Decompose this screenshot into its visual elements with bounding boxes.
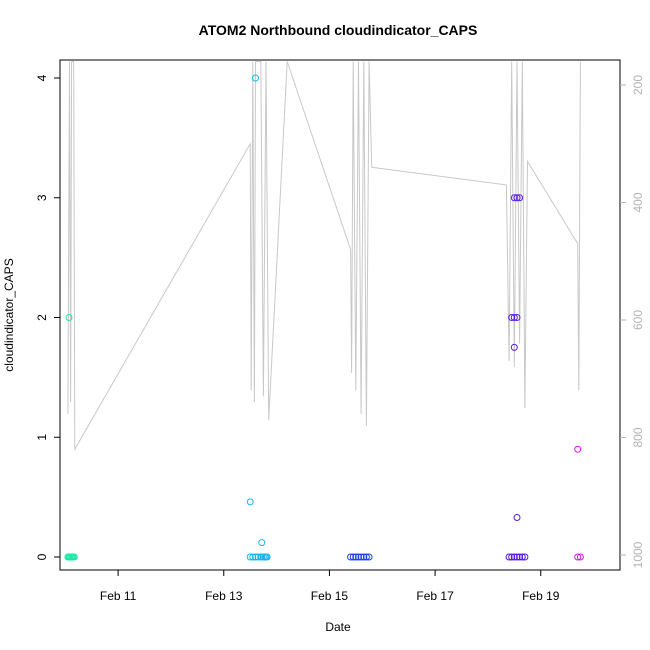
y2-axis: 200 400 600 800 1000 xyxy=(620,75,645,568)
data-point xyxy=(510,314,518,321)
x-tick-label: Feb 15 xyxy=(311,589,349,603)
data-point xyxy=(246,553,254,561)
data-point xyxy=(362,553,370,561)
secondary-line-layer xyxy=(67,61,581,452)
data-point xyxy=(513,553,521,561)
y2-tick-label: 1000 xyxy=(631,541,645,568)
data-point xyxy=(518,553,526,561)
data-point xyxy=(355,553,362,561)
data-point xyxy=(508,553,516,561)
data-point xyxy=(360,553,368,561)
secondary-series-line xyxy=(67,61,581,452)
data-point xyxy=(510,194,518,202)
data-point xyxy=(508,314,516,321)
y-axis-label: cloudindicator_CAPS xyxy=(2,258,16,371)
y-tick-label: 3 xyxy=(35,194,49,201)
data-point xyxy=(516,194,524,202)
data-point xyxy=(252,74,259,82)
points-layer xyxy=(64,74,584,561)
y2-tick-label: 800 xyxy=(631,427,645,447)
data-point xyxy=(254,553,262,561)
y2-tick-label: 600 xyxy=(631,310,645,330)
data-point xyxy=(347,553,355,561)
data-point xyxy=(246,498,254,506)
x-axis-label: Date xyxy=(325,620,351,634)
data-point xyxy=(258,539,266,547)
data-point xyxy=(513,314,521,321)
y-tick-label: 2 xyxy=(35,314,49,321)
y-tick-label: 4 xyxy=(35,74,49,81)
data-point xyxy=(521,553,529,561)
data-point xyxy=(513,194,521,202)
data-point xyxy=(505,553,513,561)
data-point xyxy=(352,553,360,561)
data-point xyxy=(510,553,518,561)
chart-title: ATOM2 Northbound cloudindicator_CAPS xyxy=(199,22,478,38)
data-point xyxy=(513,514,521,521)
x-tick-label: Feb 17 xyxy=(416,589,454,603)
y-axis: 0 1 2 3 4 xyxy=(35,74,60,560)
x-tick-label: Feb 13 xyxy=(205,589,243,603)
data-point xyxy=(574,445,582,453)
data-point xyxy=(65,314,73,321)
data-point xyxy=(516,553,524,561)
data-point xyxy=(263,553,271,561)
data-point xyxy=(576,553,584,561)
data-point xyxy=(70,553,78,561)
x-axis: Feb 11 Feb 13 Feb 15 Feb 17 Feb 19 xyxy=(100,570,560,603)
y-tick-label: 0 xyxy=(35,553,49,560)
data-point xyxy=(249,553,257,561)
y-tick-label: 1 xyxy=(35,434,49,441)
data-point xyxy=(574,553,582,561)
data-point xyxy=(365,553,373,561)
y2-tick-label: 200 xyxy=(631,75,645,95)
x-tick-label: Feb 11 xyxy=(100,589,137,603)
plot-frame xyxy=(59,59,621,571)
data-point xyxy=(349,553,357,561)
data-point xyxy=(357,553,365,561)
data-point xyxy=(510,343,518,351)
y2-tick-label: 400 xyxy=(631,192,645,212)
x-tick-label: Feb 19 xyxy=(522,589,560,603)
